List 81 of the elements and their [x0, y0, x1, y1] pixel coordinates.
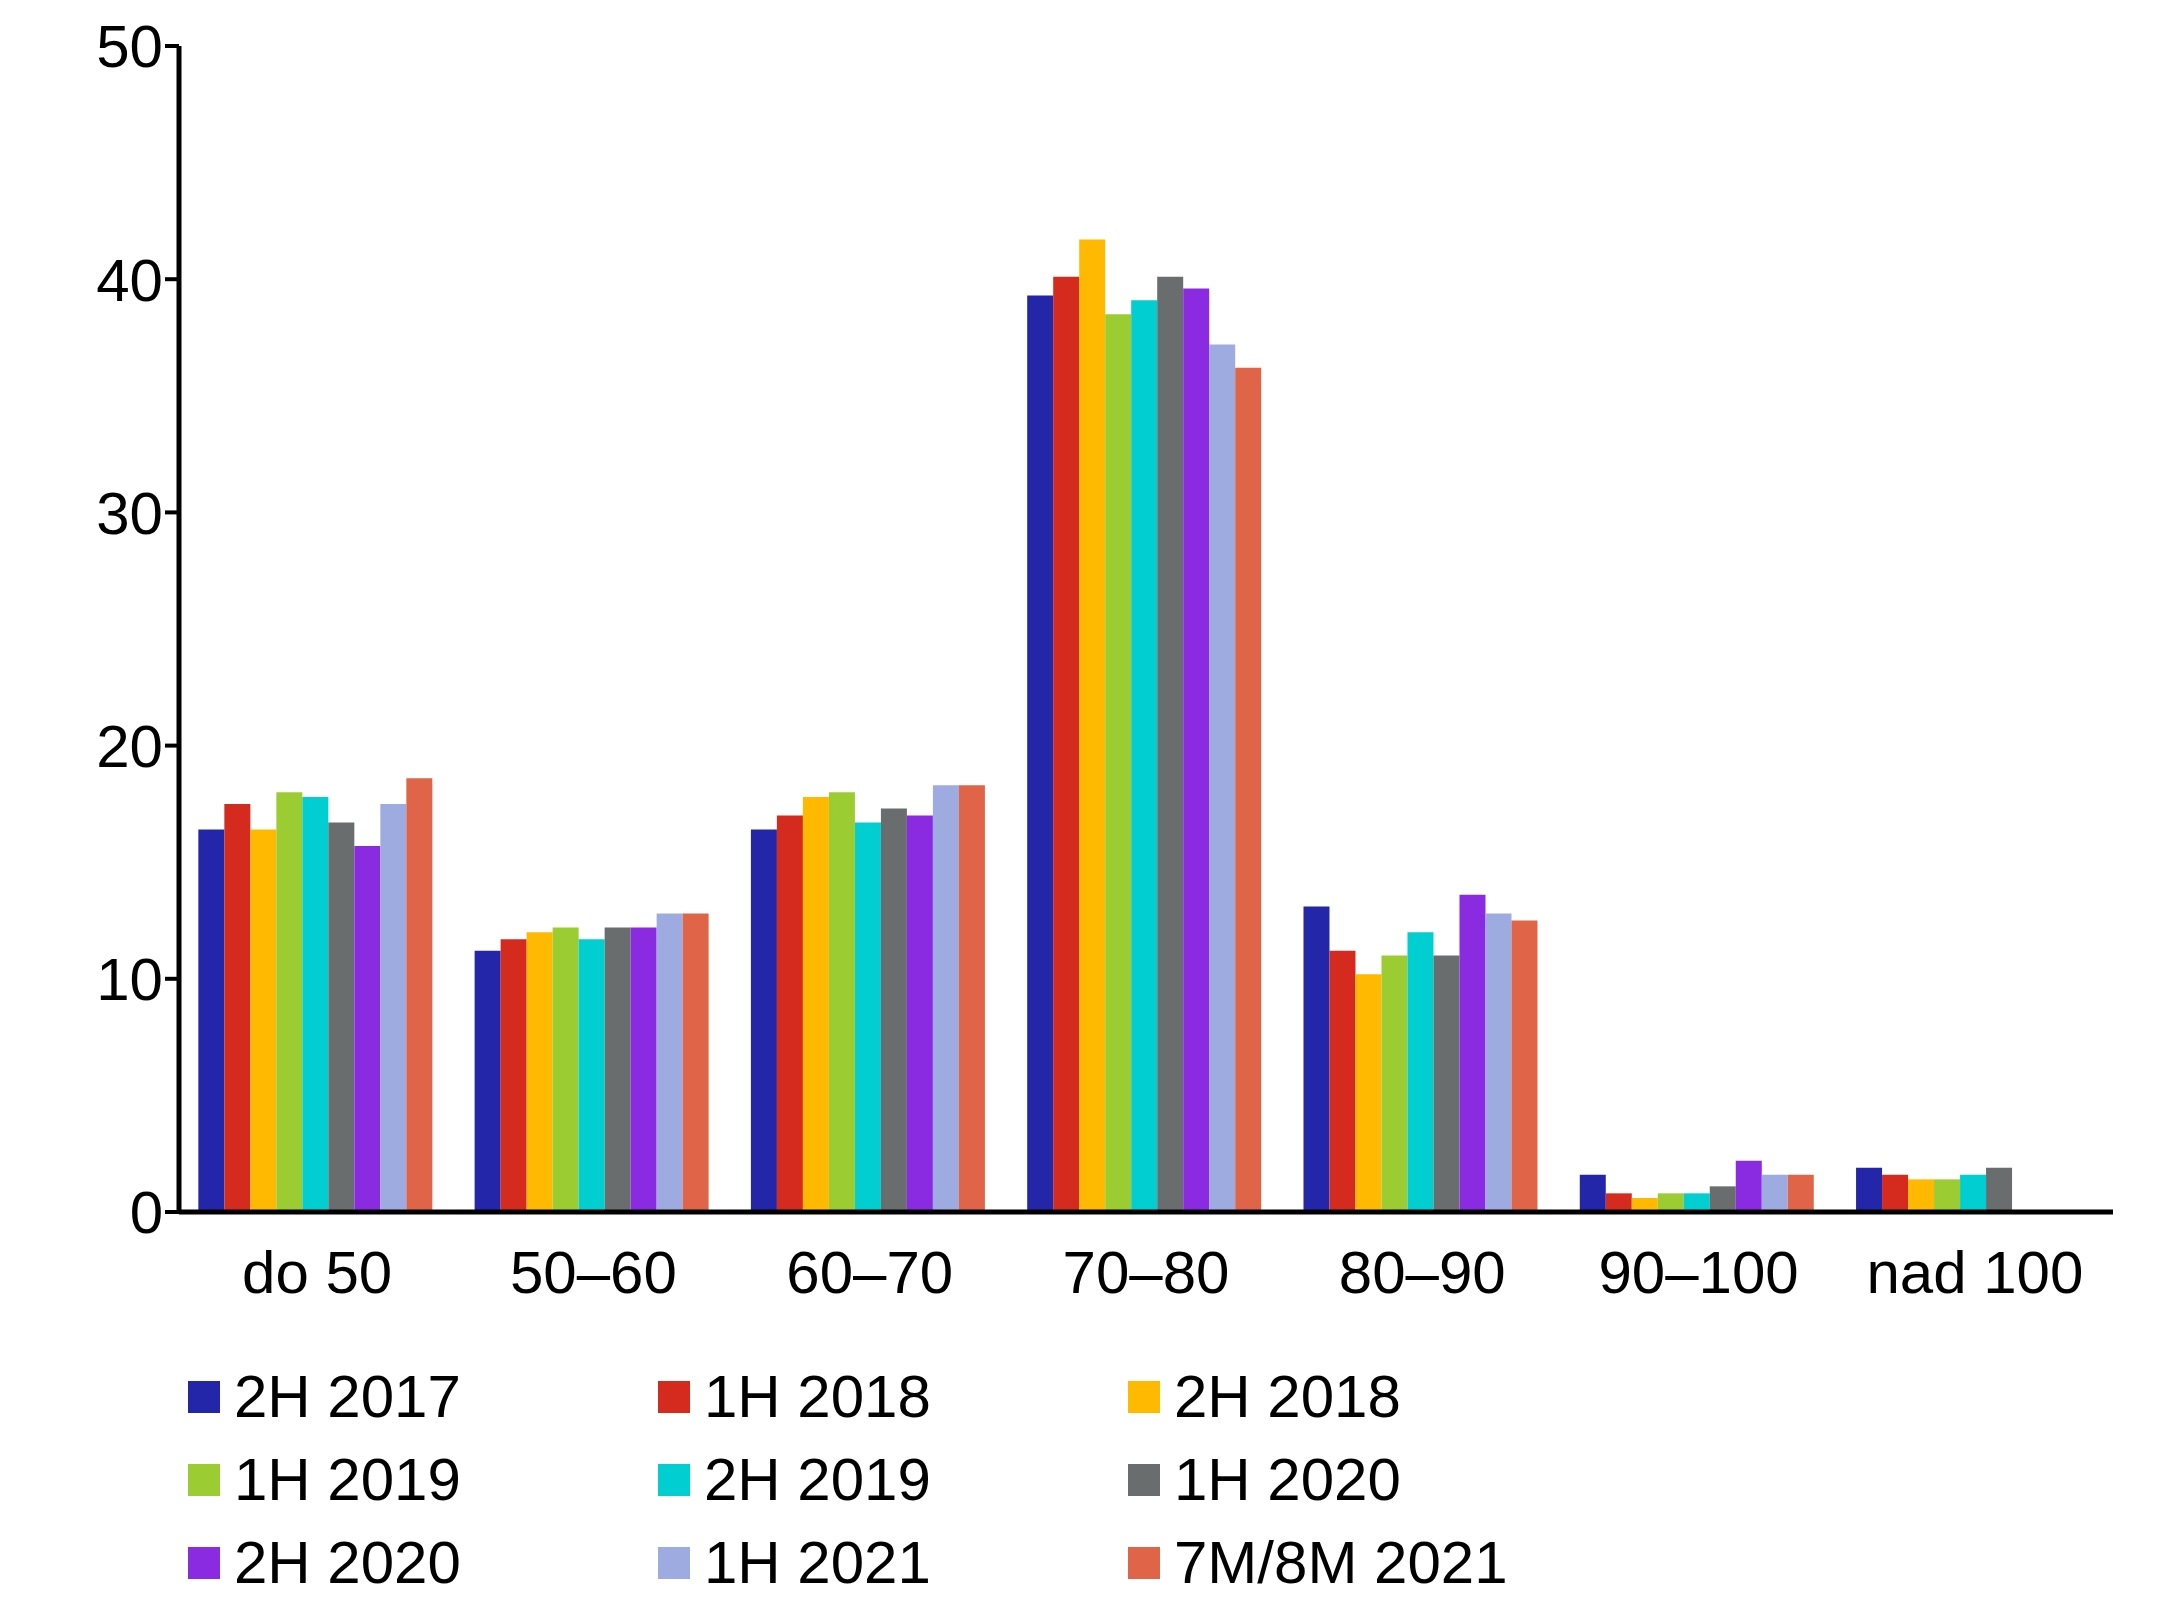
bar [526, 932, 553, 1212]
legend-label: 7M/8M 2021 [1174, 1528, 1508, 1597]
bar [1657, 1193, 1684, 1212]
bar [1787, 1174, 1814, 1212]
legend-label: 1H 2019 [234, 1445, 461, 1514]
legend-label: 1H 2020 [1174, 1445, 1401, 1514]
bar [1027, 295, 1054, 1212]
legend-label: 2H 2020 [234, 1528, 461, 1597]
bar [578, 939, 605, 1212]
bar [1485, 913, 1512, 1212]
legend-label: 1H 2021 [704, 1528, 931, 1597]
bar [1459, 894, 1486, 1212]
legend-label: 2H 2019 [704, 1445, 931, 1514]
bar [1053, 276, 1080, 1212]
bar [552, 927, 579, 1212]
bar [776, 815, 803, 1212]
bar [1079, 239, 1106, 1212]
bar [1735, 1160, 1762, 1212]
legend-label: 1H 2018 [704, 1362, 931, 1431]
x-tick-label: 50–60 [510, 1238, 677, 1306]
x-tick-label: 80–90 [1338, 1238, 1506, 1306]
bar [1908, 1179, 1935, 1212]
bar [1960, 1174, 1987, 1212]
bar [276, 792, 303, 1212]
bar [1105, 314, 1132, 1212]
bar [906, 815, 933, 1212]
bar [958, 785, 985, 1212]
bar [1934, 1179, 1961, 1212]
bar [750, 829, 777, 1212]
legend-label: 2H 2017 [234, 1362, 461, 1431]
x-tick-label: 70–80 [1062, 1238, 1230, 1306]
bar [1761, 1174, 1788, 1212]
bar [224, 803, 251, 1212]
bar [1355, 974, 1382, 1212]
x-tick-label: nad 100 [1866, 1238, 2084, 1306]
bar [1131, 300, 1158, 1212]
y-tick-label: 0 [129, 1179, 163, 1247]
bar [198, 829, 225, 1212]
bar [1856, 1167, 1883, 1212]
bar [1183, 288, 1210, 1212]
y-tick-label: 10 [96, 946, 163, 1014]
bar [1882, 1174, 1909, 1212]
y-tick-label: 50 [96, 13, 163, 81]
bar [1381, 955, 1408, 1212]
x-tick-label: 60–70 [786, 1238, 954, 1306]
bar [406, 778, 433, 1212]
bar [380, 803, 407, 1212]
bar [880, 808, 907, 1212]
y-tick-label: 20 [96, 712, 163, 780]
bar [1605, 1193, 1632, 1212]
bar [1579, 1174, 1606, 1212]
bar [1329, 950, 1356, 1212]
bar [1209, 344, 1236, 1212]
bar [1235, 367, 1262, 1212]
bar [1157, 276, 1184, 1212]
bar [932, 785, 959, 1212]
bar [1433, 955, 1460, 1212]
bar [854, 822, 881, 1212]
bar [474, 950, 501, 1212]
bar [1986, 1167, 2013, 1212]
x-tick-label: 90–100 [1598, 1238, 1799, 1306]
y-tick-label: 40 [96, 246, 163, 314]
bar [1709, 1186, 1736, 1212]
bar [802, 796, 829, 1212]
bar [630, 927, 657, 1212]
bar [1511, 920, 1538, 1212]
x-tick-label: do 50 [242, 1238, 393, 1306]
bar [500, 939, 527, 1212]
bar [1303, 906, 1330, 1212]
bar [682, 913, 709, 1212]
bar [354, 845, 381, 1212]
y-tick-label: 30 [96, 479, 163, 547]
legend-label: 2H 2018 [1174, 1362, 1401, 1431]
bar [828, 792, 855, 1212]
bar [328, 822, 355, 1212]
bar [656, 913, 683, 1212]
bar [250, 829, 277, 1212]
bar [1407, 932, 1434, 1212]
bar [604, 927, 631, 1212]
bar [1683, 1193, 1710, 1212]
bar [302, 796, 329, 1212]
